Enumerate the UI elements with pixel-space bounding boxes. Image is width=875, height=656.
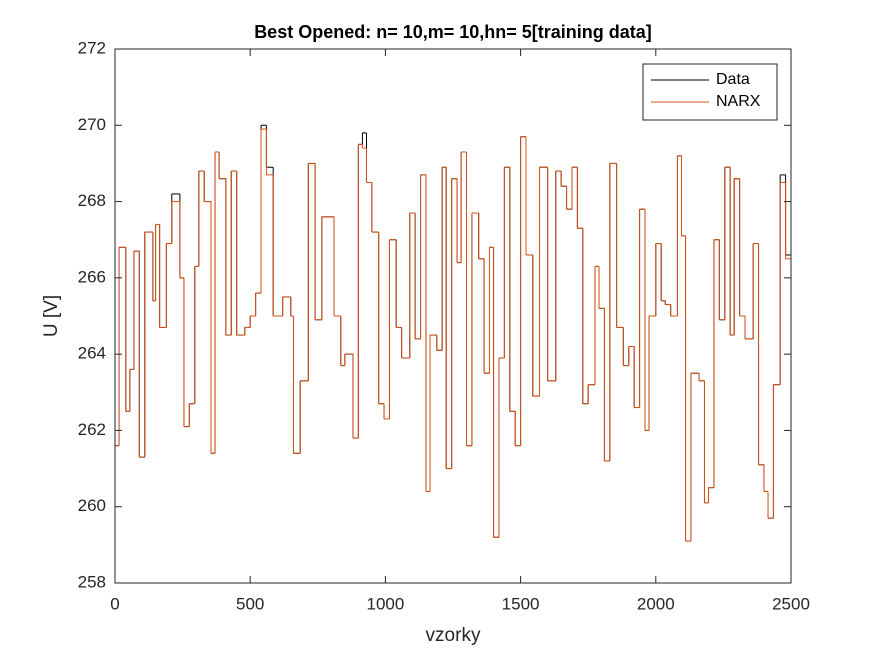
x-tick-label: 1000 <box>366 594 404 613</box>
x-axis-label: vzorky <box>426 625 481 646</box>
x-tick-label: 2000 <box>637 594 675 613</box>
axes-box <box>114 48 792 584</box>
y-tick-label: 264 <box>78 344 106 363</box>
y-tick-label: 260 <box>78 496 106 515</box>
y-tick-label: 270 <box>78 115 106 134</box>
y-tick-label: 268 <box>78 191 106 210</box>
legend-label: Data <box>716 71 750 88</box>
plot-lines <box>115 124 791 542</box>
y-tick-label: 262 <box>78 420 106 439</box>
y-tick-label: 266 <box>78 267 106 286</box>
x-tick-label: 1500 <box>502 594 540 613</box>
y-axis-label: U [V] <box>41 295 62 337</box>
x-tick-label: 2500 <box>772 594 810 613</box>
legend-box <box>642 63 778 121</box>
legend-label: NARX <box>716 93 761 110</box>
x-tick-label: 500 <box>236 594 264 613</box>
y-tick-label: 258 <box>78 572 106 591</box>
y-tick-label: 272 <box>78 38 106 57</box>
x-tick-label: 0 <box>110 594 119 613</box>
chart-title: Best Opened: n= 10,m= 10,hn= 5[training … <box>254 22 652 42</box>
series-narx <box>115 128 791 542</box>
